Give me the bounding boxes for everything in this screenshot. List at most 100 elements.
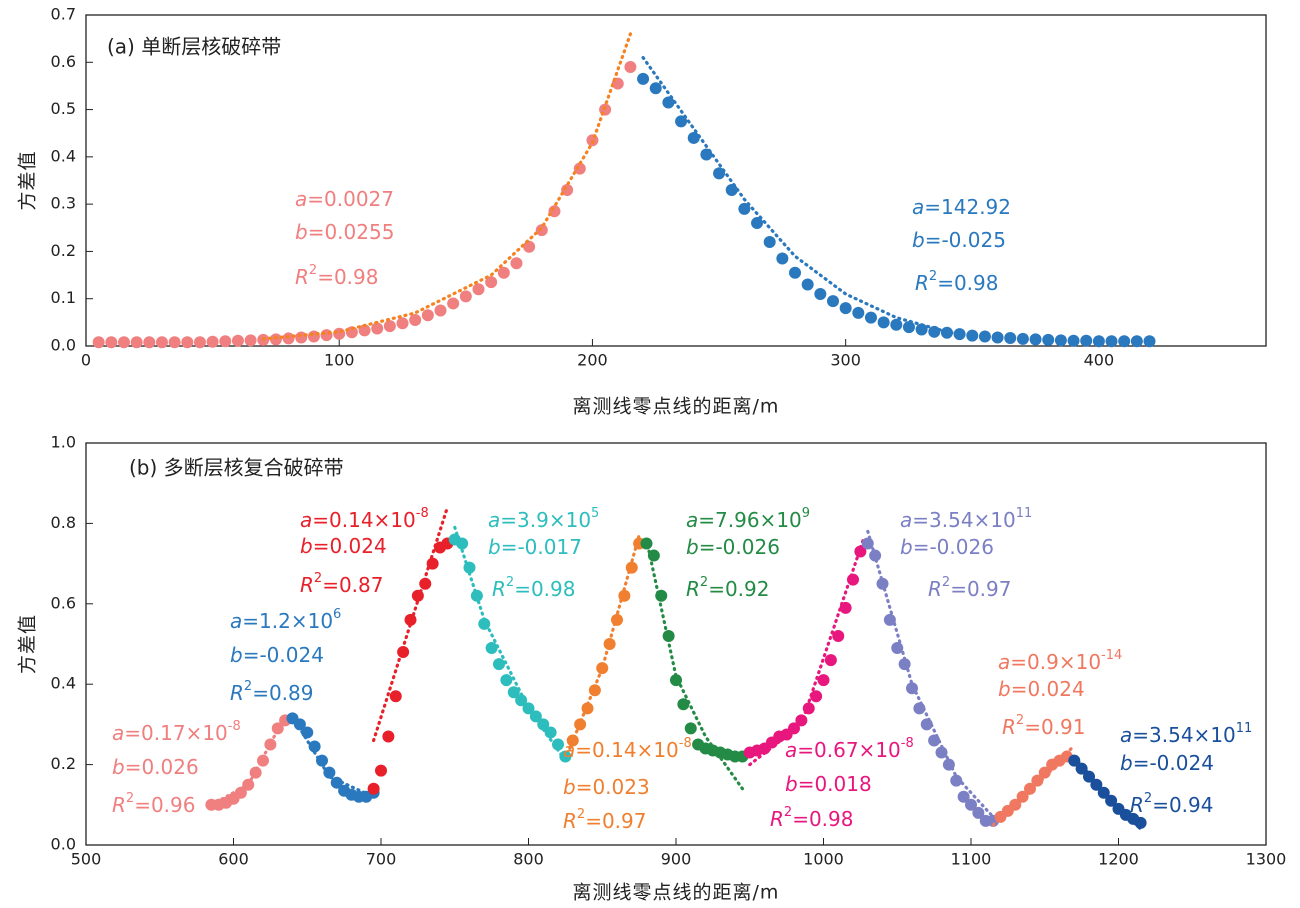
fit-line xyxy=(290,714,376,799)
x-axis-label: 离测线零点线的距离/m xyxy=(573,882,780,904)
x-tick-label: 1200 xyxy=(1098,850,1139,869)
annotation-part: -8 xyxy=(679,736,692,751)
data-point xyxy=(463,561,476,574)
data-point xyxy=(269,333,282,346)
data-point xyxy=(478,617,491,630)
data-point xyxy=(789,266,802,279)
annotation-part: 2 xyxy=(929,269,937,284)
y-tick-label: 0.8 xyxy=(51,513,76,532)
fit-line xyxy=(866,529,995,819)
data-point xyxy=(515,694,528,707)
annotation-part: a xyxy=(112,721,124,745)
y-tick-label: 0.6 xyxy=(51,593,76,612)
data-point xyxy=(1054,334,1067,347)
data-point xyxy=(1105,335,1118,348)
annotation-part: R xyxy=(230,681,244,705)
panel-title: (b) 多断层核复合破碎带 xyxy=(129,456,344,480)
data-point xyxy=(684,722,697,735)
annotation-part: 6 xyxy=(333,607,341,622)
fit-annotation: R2=0.87 xyxy=(300,571,383,597)
data-point xyxy=(928,325,941,338)
annotation-part: a xyxy=(900,508,912,532)
annotation-part: 2 xyxy=(784,805,792,820)
annotation-part: 11 xyxy=(1236,721,1253,736)
fit-annotation: b=-0.026 xyxy=(900,535,994,559)
y-tick-label: 0.7 xyxy=(51,5,76,24)
data-point xyxy=(367,782,380,795)
data-point xyxy=(389,690,402,703)
data-point xyxy=(500,674,513,687)
data-point xyxy=(544,726,557,739)
fit-annotation: a=3.54×1011 xyxy=(1120,721,1252,747)
annotation-part: =0.14×10 xyxy=(575,738,679,762)
annotation-part: -8 xyxy=(228,719,241,734)
annotation-part: =0.0027 xyxy=(307,187,394,211)
fit-line xyxy=(209,714,287,807)
data-point xyxy=(1029,333,1042,346)
annotation-part: a xyxy=(295,187,307,211)
data-point xyxy=(978,330,991,343)
fit-line xyxy=(453,525,567,763)
data-point xyxy=(877,316,890,329)
data-point xyxy=(130,336,143,349)
data-point xyxy=(472,283,485,296)
data-point xyxy=(552,738,564,751)
data-point xyxy=(902,321,915,334)
x-tick-label: 700 xyxy=(366,850,397,869)
data-point xyxy=(231,334,244,347)
annotation-part: R xyxy=(915,271,929,295)
y-tick-label: 0.6 xyxy=(51,52,76,71)
x-tick-label: 1300 xyxy=(1246,850,1287,869)
annotation-part: R xyxy=(1002,715,1016,739)
data-point xyxy=(396,317,409,330)
data-point xyxy=(1004,331,1017,344)
annotation-part: b xyxy=(488,535,501,559)
data-point xyxy=(507,686,520,699)
data-point xyxy=(935,746,948,759)
data-point xyxy=(763,235,776,248)
series xyxy=(743,537,867,767)
fit-annotation: b=-0.024 xyxy=(230,643,324,667)
data-point xyxy=(965,798,977,811)
fit-annotation: b=-0.024 xyxy=(1120,751,1214,775)
annotation-part: =0.018 xyxy=(798,772,872,796)
data-point xyxy=(168,336,181,349)
data-point xyxy=(953,328,966,341)
data-point xyxy=(510,257,523,270)
annotation-part: =0.17×10 xyxy=(124,721,228,745)
data-point xyxy=(295,331,308,344)
series xyxy=(286,712,380,803)
data-point xyxy=(181,336,194,349)
annotation-part: =142.92 xyxy=(924,195,1011,219)
series xyxy=(991,746,1073,827)
annotation-part: 2 xyxy=(577,807,585,822)
data-point xyxy=(817,674,830,687)
data-point xyxy=(1134,816,1147,829)
annotation-part: =0.92 xyxy=(708,577,769,601)
data-point xyxy=(523,240,536,253)
annotation-part: a xyxy=(1120,723,1132,747)
annotation-part: R xyxy=(492,577,506,601)
annotation-part: a xyxy=(230,609,242,633)
data-point xyxy=(801,278,814,291)
fit-annotation: b=0.026 xyxy=(112,755,199,779)
data-point xyxy=(493,658,505,671)
annotation-part: =0.98 xyxy=(792,807,853,831)
annotation-part: b xyxy=(300,534,313,558)
y-tick-label: 0.2 xyxy=(51,241,76,260)
fit-annotation: b=-0.025 xyxy=(912,228,1006,252)
data-point xyxy=(561,183,574,196)
annotation-part: =0.026 xyxy=(125,755,199,779)
data-point xyxy=(371,322,384,335)
annotation-part: =7.96×10 xyxy=(698,508,802,532)
data-point xyxy=(1024,782,1036,795)
fit-line xyxy=(1072,755,1143,831)
data-point xyxy=(624,61,637,74)
x-axis-label: 离测线零点线的距离/m xyxy=(573,396,780,418)
y-tick-label: 0.1 xyxy=(51,288,76,307)
annotation-part: R xyxy=(1130,793,1144,817)
series xyxy=(1068,754,1147,831)
annotation-part: =0.89 xyxy=(252,681,313,705)
x-tick-label: 1000 xyxy=(803,850,844,869)
annotation-part: b xyxy=(912,228,925,252)
